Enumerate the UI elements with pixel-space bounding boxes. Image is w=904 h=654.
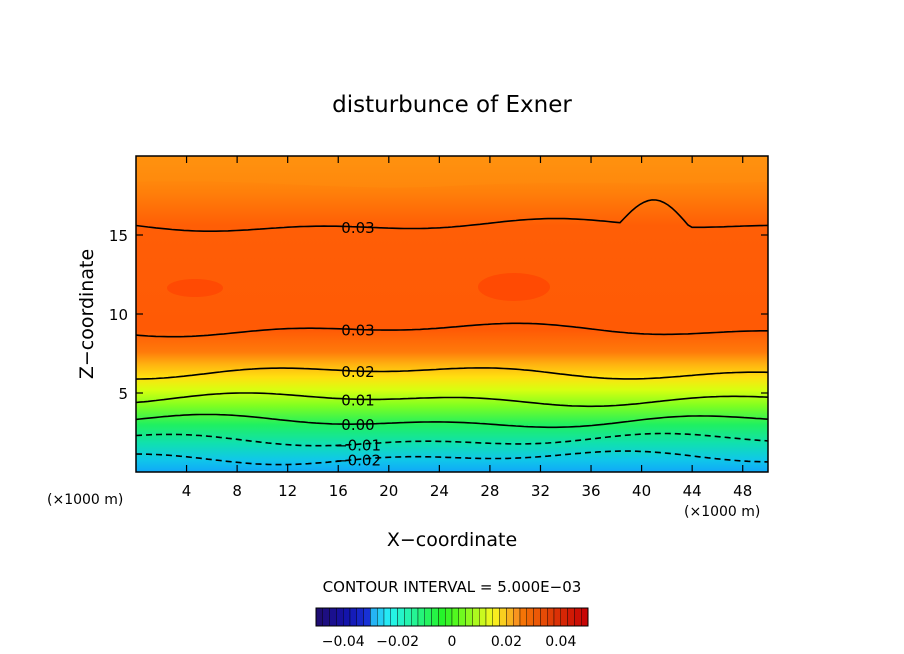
colorbar-swatch-24 — [479, 607, 487, 627]
contour-label-0: 0.03 — [341, 219, 374, 237]
colorbar-swatch-2 — [329, 607, 337, 627]
x-tick-label-12: 12 — [278, 482, 297, 500]
colorbar-tick-label-0: −0.04 — [322, 634, 365, 650]
colorbar-swatch-14 — [411, 607, 419, 627]
colorbar-swatch-15 — [417, 607, 426, 627]
colorbar-swatch-19 — [445, 607, 453, 627]
colorbar-tick-label-3: 0.02 — [491, 634, 522, 650]
y-axis: 5 10 15 — [109, 227, 768, 403]
field-max-blob-center — [478, 273, 550, 301]
x-tick-label-48: 48 — [733, 482, 752, 500]
colorbar-swatch-5 — [349, 607, 358, 627]
colorbar-swatch-13 — [404, 607, 412, 627]
colorbar-swatch-11 — [390, 607, 398, 627]
x-tick-label-4: 4 — [182, 482, 192, 500]
contour-label-2: 0.02 — [341, 363, 374, 381]
contour-line-5 — [136, 432, 768, 447]
colorbar-tick-label-1: −0.02 — [376, 634, 419, 650]
colorbar-swatch-1 — [322, 607, 330, 627]
plot-area: 0.03 0.03 0.02 0.01 0.00 −0.01−0.02 — [136, 156, 768, 472]
contour-interval-text: CONTOUR INTERVAL = 5.000E−03 — [323, 578, 582, 596]
x-tick-label-20: 20 — [379, 482, 398, 500]
colorbar-swatch-20 — [451, 607, 460, 627]
colorbar-swatch-18 — [438, 607, 446, 627]
x-unit-left: (×1000 m) — [47, 492, 123, 508]
colorbar-frame — [315, 607, 589, 627]
colorbar-swatch-29 — [513, 607, 521, 627]
x-tick-label-44: 44 — [683, 482, 702, 500]
colorbar-swatch-7 — [363, 607, 371, 627]
colorbar-swatch-3 — [336, 607, 344, 627]
colorbar-swatch-12 — [397, 607, 405, 627]
colorbar-swatch-38 — [574, 607, 582, 627]
contour-line-4 — [136, 413, 768, 429]
colorbar-swatch-9 — [377, 607, 385, 627]
colorbar-swatch-39 — [581, 607, 589, 627]
x-tick-label-28: 28 — [480, 482, 499, 500]
contour-line-1 — [136, 322, 768, 338]
y-tick-label-15: 15 — [109, 227, 128, 245]
contour-label-6: −0.02 — [335, 451, 381, 469]
contour-label-1: 0.03 — [341, 321, 374, 339]
colorbar-swatch-27 — [499, 607, 507, 627]
colorbar-swatch-0 — [315, 607, 324, 627]
colorbar-swatch-35 — [553, 607, 562, 627]
colorbar-swatch-37 — [567, 607, 575, 627]
colorbar-swatch-26 — [492, 607, 500, 627]
colorbar-tick-label-4: 0.04 — [545, 634, 576, 650]
contour-line-0 — [136, 199, 768, 232]
contour-line-2 — [136, 367, 768, 380]
colorbar-swatch-6 — [356, 607, 364, 627]
x-tick-label-24: 24 — [430, 482, 449, 500]
colorbar-tick-label-2: 0 — [448, 634, 457, 650]
x-unit-right: (×1000 m) — [684, 504, 760, 520]
colorbar-swatch-10 — [383, 607, 392, 627]
colorbar-swatch-31 — [526, 607, 534, 627]
colorbar-swatch-25 — [485, 607, 494, 627]
colorbar-swatch-28 — [506, 607, 514, 627]
chart-title: disturbunce of Exner — [332, 92, 572, 118]
colorbar-swatch-4 — [343, 607, 351, 627]
x-tick-label-36: 36 — [581, 482, 600, 500]
field-max-blob-left — [167, 279, 223, 297]
colorbar-swatch-21 — [458, 607, 466, 627]
colorbar-swatch-23 — [472, 607, 480, 627]
y-tick-label-5: 5 — [118, 385, 128, 403]
colorbar-swatch-33 — [540, 607, 548, 627]
colorbar-swatch-22 — [465, 607, 473, 627]
x-tick-label-8: 8 — [232, 482, 242, 500]
x-axis: 4 8 12 16 20 24 28 32 36 40 44 48 — [182, 156, 752, 500]
contour-label-3: 0.01 — [341, 391, 374, 409]
colorbar-swatch-30 — [519, 607, 528, 627]
contour-line-6 — [136, 450, 768, 466]
x-tick-label-16: 16 — [329, 482, 348, 500]
colorbar-swatch-32 — [533, 607, 541, 627]
contour-label-4: 0.00 — [341, 416, 374, 434]
colour-field — [136, 156, 768, 472]
x-tick-label-40: 40 — [632, 482, 651, 500]
field-orange-band-top — [136, 156, 768, 188]
colorbar: −0.04 −0.02 0 0.02 0.04 — [315, 607, 589, 650]
x-axis-title: X−coordinate — [387, 529, 517, 551]
colorbar-swatch-17 — [431, 607, 439, 627]
y-axis-title: Z−coordinate — [76, 249, 98, 379]
colorbar-swatch-34 — [547, 607, 555, 627]
x-tick-label-32: 32 — [531, 482, 550, 500]
colorbar-swatch-16 — [424, 607, 432, 627]
contour-line-3 — [136, 392, 768, 408]
y-tick-label-10: 10 — [109, 306, 128, 324]
colorbar-swatch-36 — [560, 607, 568, 627]
colorbar-swatch-8 — [370, 607, 378, 627]
contour-label-5: −0.01 — [335, 436, 381, 454]
